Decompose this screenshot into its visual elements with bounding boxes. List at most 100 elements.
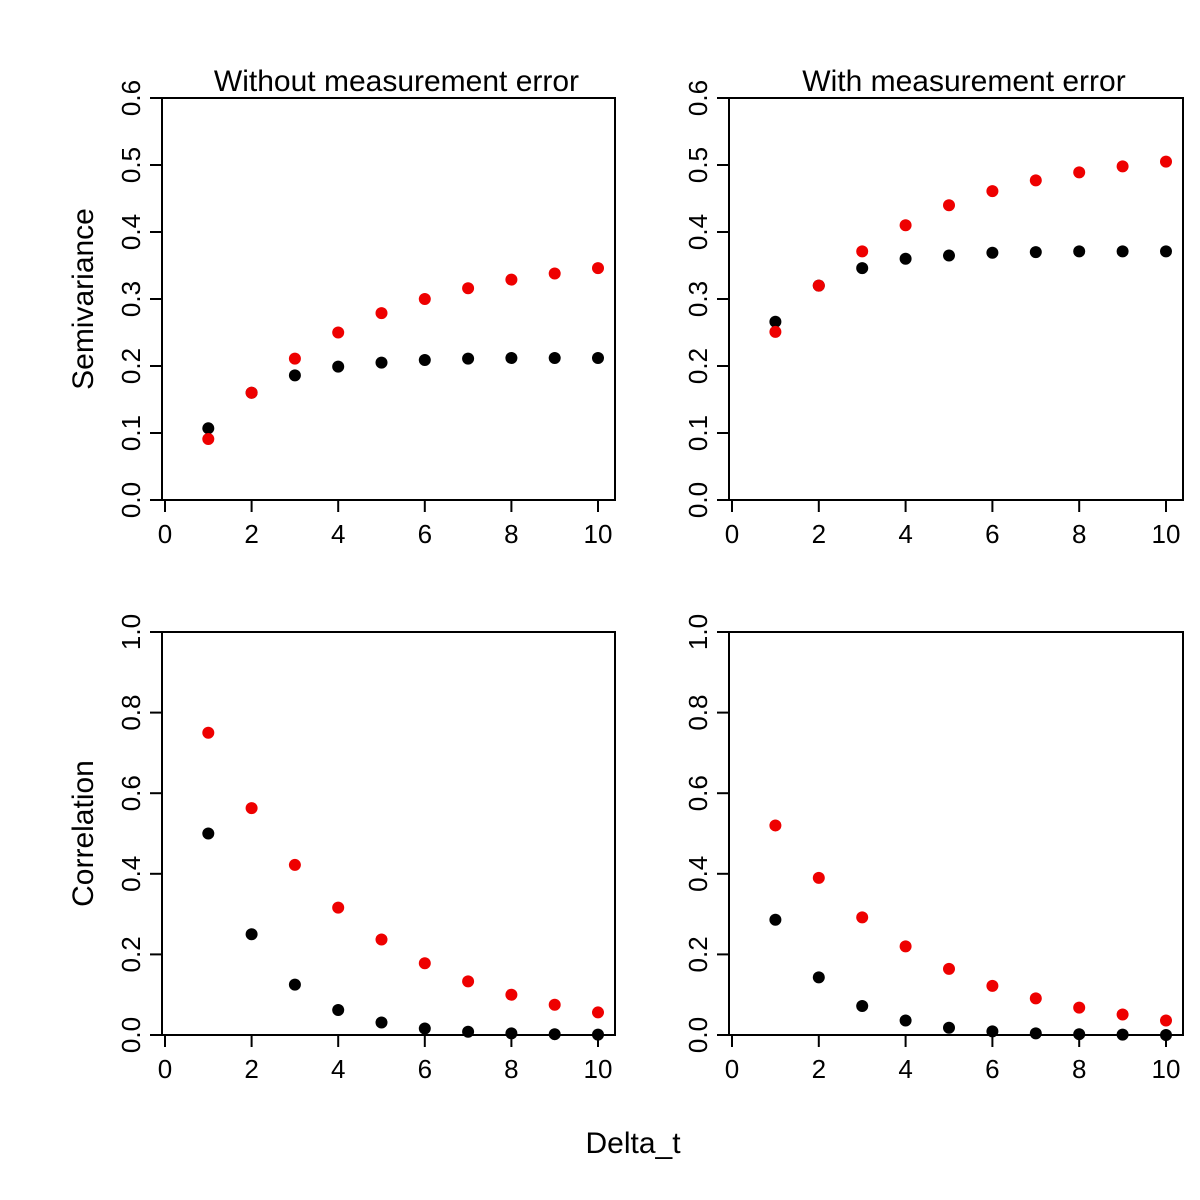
x-tick-label: 0 [725,519,739,549]
data-point [769,325,782,338]
data-point [856,999,869,1012]
x-tick-label: 2 [244,519,258,549]
data-point [943,199,955,212]
data-point [1073,166,1086,179]
data-point [375,307,388,320]
data-point [418,1022,431,1035]
panel-2: 0 2 4 6 8 10 0.0 0.1 0.2 0.3 0.4 0.5 0.6 With measure… [683,65,1184,549]
y-tick-label: 0.2 [683,936,713,972]
data-point [769,315,782,328]
data-point [812,971,825,984]
x-tick-label: 0 [725,1054,739,1084]
data-point [1116,245,1129,258]
data-point [548,1028,561,1041]
x-tick-label: 0 [158,519,172,549]
y-tick-label: 0.1 [683,415,713,451]
y-tick-label: 0.4 [683,856,713,892]
data-point [1160,1029,1172,1041]
data-point [375,1016,388,1029]
x-tick-label: 8 [504,1054,518,1084]
data-point [856,245,869,258]
y-tick-label: 0.4 [116,856,146,892]
data-point [375,933,388,946]
y-tick-label: 0.0 [683,1017,713,1053]
x-tick-label: 6 [985,1054,999,1084]
y-tick-label: 0.5 [683,147,713,183]
data-point [592,1006,604,1019]
data-point [245,386,258,399]
data-point [288,352,301,365]
y-tick-label: 0.0 [116,482,146,518]
data-point [462,1025,475,1038]
data-point [1116,1008,1129,1021]
data-point [418,353,431,366]
data-point [899,219,912,232]
y-tick-label: 0.4 [116,214,146,250]
data-point [332,326,345,339]
data-point [943,249,955,262]
y-tick-label: 0.8 [683,695,713,731]
data-point [245,928,258,941]
y-tick-label: 0.6 [116,80,146,116]
panel-4: 0 2 4 6 8 10 0.0 0.2 0.4 0.6 0.8 1.0 [683,614,1184,1084]
y-tick-label: 0.6 [683,80,713,116]
data-point [769,819,782,832]
x-tick-label: 6 [418,1054,432,1084]
y-tick-label: 1.0 [683,614,713,650]
data-point [1116,160,1129,173]
data-point [505,988,518,1001]
data-point [986,979,999,992]
x-tick-label: 4 [331,1054,345,1084]
data-point [812,871,825,884]
data-point [462,975,475,988]
data-point [943,962,955,975]
data-point [548,998,561,1011]
data-point [505,351,518,364]
data-point [202,827,215,840]
x-tick-label: 2 [812,519,826,549]
data-point [332,1004,345,1017]
data-point [288,369,301,382]
data-point [986,1025,999,1038]
data-point [592,351,604,364]
y-tick-label: 0.2 [116,936,146,972]
data-point [505,1027,518,1040]
x-tick-label: 10 [584,519,613,549]
series-1 [202,351,604,435]
data-point [548,267,561,280]
data-point [1073,245,1086,258]
series-1 [769,913,1172,1041]
data-point [1029,246,1042,259]
data-point [288,858,301,871]
x-tick-label: 4 [331,519,345,549]
x-tick-label: 8 [1072,519,1086,549]
x-tick-label: 6 [985,519,999,549]
data-point [1116,1028,1129,1041]
y-tick-label: 0.2 [116,348,146,384]
data-point [1160,155,1172,168]
x-tick-label: 4 [898,519,912,549]
x-tick-label: 4 [898,1054,912,1084]
x-tick-label: 8 [1072,1054,1086,1084]
series-1 [202,827,604,1041]
x-tick-label: 10 [1152,519,1181,549]
y-tick-label: 0.6 [116,775,146,811]
data-point [592,262,604,275]
data-point [943,1021,955,1034]
plot-frame [161,631,616,1036]
data-point [812,279,825,292]
data-point [202,422,215,435]
series-2 [202,262,604,446]
data-point [548,351,561,364]
y-axis-label: Semivariance [67,208,100,390]
panel-title: Without measurement error [214,65,579,98]
data-point [245,802,258,815]
y-tick-label: 0.1 [116,415,146,451]
data-point [899,1014,912,1027]
series-2 [202,726,604,1019]
y-tick-label: 0.4 [683,214,713,250]
data-point [986,185,999,198]
data-point [375,356,388,369]
y-tick-label: 0.3 [683,281,713,317]
